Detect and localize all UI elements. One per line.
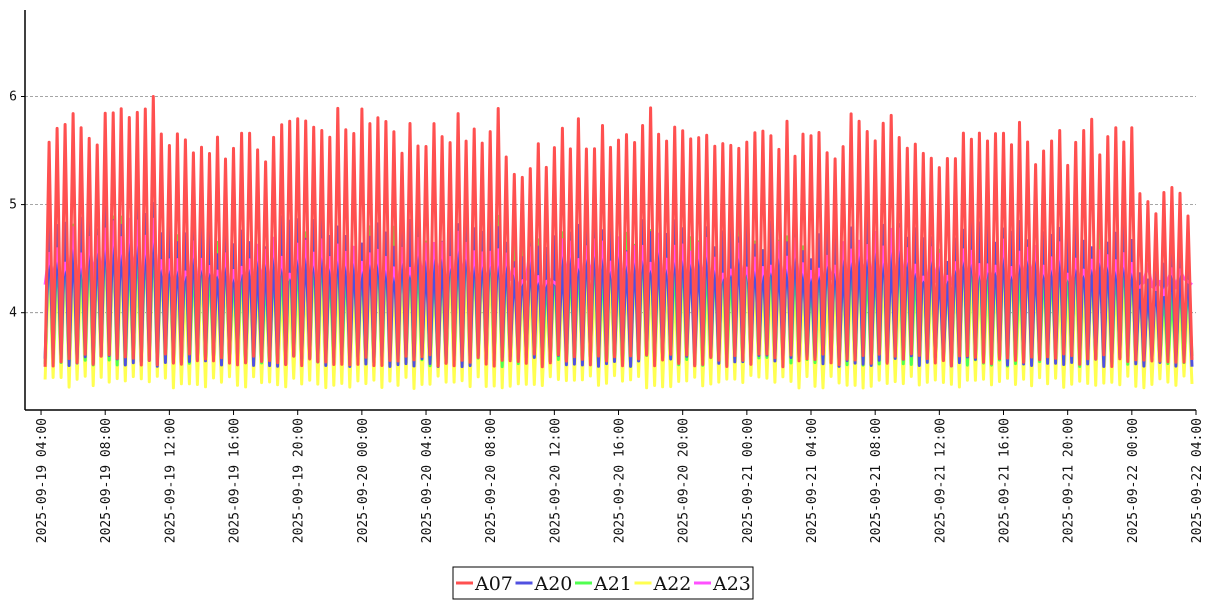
xtick-label: 2025-09-19 16:00: [228, 418, 243, 543]
xtick-label: 2025-09-21 20:00: [1062, 418, 1077, 543]
xtick-label: 2025-09-20 20:00: [677, 418, 692, 543]
xtick-label: 2025-09-21 08:00: [869, 418, 884, 543]
axes: [24, 10, 1196, 411]
legend-label-a07: A07: [474, 573, 513, 595]
ytick-label: 5: [9, 198, 17, 213]
xtick-label: 2025-09-22 00:00: [1126, 418, 1141, 543]
series-line-a07: [43, 95, 1194, 369]
xtick-label: 2025-09-22 04:00: [1190, 418, 1205, 543]
legend: A07 A20 A21 A22 A23: [452, 566, 754, 600]
ytick-label: 6: [9, 89, 17, 104]
legend-label-a22: A22: [653, 573, 692, 595]
xtick-label: 2025-09-20 04:00: [420, 418, 435, 543]
xtick-label: 2025-09-20 16:00: [613, 418, 628, 543]
xtick-label: 2025-09-19 08:00: [99, 418, 114, 543]
xtick-label: 2025-09-19 12:00: [163, 418, 178, 543]
legend-label-a20: A20: [534, 573, 573, 595]
xtick-label: 2025-09-21 12:00: [933, 418, 948, 543]
y-ticks: 4 5 6: [9, 89, 25, 321]
x-ticks: 2025-09-19 04:00 2025-09-19 08:00 2025-09-…: [35, 410, 1205, 543]
legend-label-a23: A23: [712, 573, 751, 595]
series-lines: [43, 95, 1194, 390]
xtick-label: 2025-09-20 12:00: [548, 418, 563, 543]
xtick-label: 2025-09-21 00:00: [741, 418, 756, 543]
xtick-label: 2025-09-21 16:00: [998, 418, 1013, 543]
xtick-label: 2025-09-21 04:00: [805, 418, 820, 543]
xtick-label: 2025-09-19 04:00: [35, 418, 50, 543]
xtick-label: 2025-09-20 08:00: [484, 418, 499, 543]
xtick-label: 2025-09-19 20:00: [292, 418, 307, 543]
xtick-label: 2025-09-20 00:00: [356, 418, 371, 543]
ytick-label: 4: [9, 306, 17, 321]
legend-label-a21: A21: [593, 573, 632, 595]
